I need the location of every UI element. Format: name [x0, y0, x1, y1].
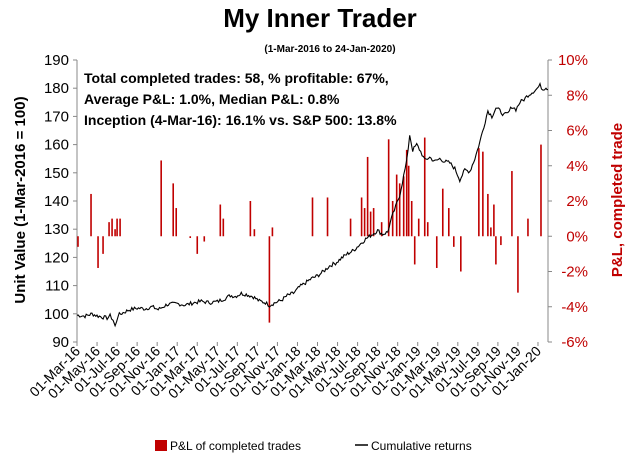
pnl-bar [398, 183, 401, 237]
pnl-bar [369, 211, 372, 237]
pnl-bar [271, 227, 274, 237]
pnl-bar [478, 148, 480, 237]
pnl-bar [253, 229, 256, 237]
legend-label-line: Cumulative returns [371, 439, 472, 453]
left-tick-label: 160 [44, 137, 69, 154]
right-tick-label: 10% [558, 52, 588, 69]
chart-title: My Inner Trader [223, 3, 417, 33]
pnl-bar [490, 227, 492, 237]
left-tick-label: 130 [44, 221, 69, 238]
pnl-bar [493, 204, 495, 237]
pnl-bar [90, 193, 92, 237]
pnl-bar [527, 218, 529, 237]
pnl-bar [111, 218, 113, 237]
left-tick-label: 150 [44, 165, 69, 182]
right-tick-label: -4% [561, 299, 588, 316]
pnl-bar [366, 156, 369, 237]
pnl-bar [203, 236, 206, 242]
pnl-bar [116, 218, 118, 237]
left-tick-label: 170 [44, 108, 69, 125]
pnl-bar [517, 236, 519, 293]
right-tick-label: 2% [566, 193, 588, 210]
chart-subtitle: (1-Mar-2016 to 24-Jan-2020) [264, 44, 395, 55]
pnl-bar [360, 197, 363, 237]
right-tick-label: 0% [566, 228, 588, 245]
stats-line-2: Average P&L: 1.0%, Median P&L: 0.8% [84, 91, 340, 107]
pnl-bar [482, 151, 484, 237]
legend-swatch-bar [155, 440, 167, 451]
pnl-bar [460, 236, 462, 272]
pnl-bar [108, 222, 110, 237]
pnl-bar [189, 236, 192, 239]
right-tick-label: 8% [566, 87, 588, 104]
pnl-bar [222, 218, 225, 237]
plot-area: 90 100 110 120 130 140 150 160 170 180 190 -6% -4% -2… [26, 52, 588, 401]
right-tick-label: 4% [566, 158, 588, 175]
pnl-bar [326, 197, 329, 237]
pnl-bar [511, 171, 513, 237]
pnl-bar [349, 218, 352, 237]
pnl-bar [413, 236, 416, 265]
pnl-bar [97, 236, 99, 268]
right-tick-label: -2% [561, 264, 588, 281]
pnl-bar [423, 137, 426, 237]
pnl-bar [495, 236, 497, 265]
right-axis-label: P&L, completed trade [609, 123, 626, 277]
pnl-bar [380, 222, 383, 237]
left-tick-label: 110 [45, 278, 69, 295]
right-tick-label: 6% [566, 123, 588, 140]
pnl-bar [372, 208, 375, 237]
pnl-bar [407, 165, 410, 237]
left-tick-label: 120 [44, 249, 69, 266]
left-tick-label: 140 [44, 193, 69, 210]
pnl-bar [441, 188, 444, 237]
pnl-bar [219, 204, 222, 237]
left-tick-label: 90 [52, 334, 69, 351]
pnl-bar [363, 208, 366, 237]
pnl-bar [249, 201, 252, 237]
legend-label-bar: P&L of completed trades [170, 439, 301, 453]
pnl-bar [540, 144, 542, 237]
legend: P&L of completed trades Cumulative retur… [155, 439, 472, 453]
pnl-bar [175, 208, 178, 237]
right-tick-label: -6% [561, 334, 588, 351]
pnl-bar [114, 229, 116, 237]
left-tick-label: 180 [44, 80, 69, 97]
pnl-bar [447, 208, 450, 237]
pnl-bar [487, 193, 489, 237]
pnl-bar [119, 218, 121, 237]
pnl-bar [402, 176, 405, 237]
pnl-bar [268, 236, 271, 323]
left-tick-label: 190 [44, 52, 69, 69]
pnl-bar [453, 236, 455, 247]
pnl-bar [391, 201, 394, 237]
pnl-bar [172, 183, 175, 237]
pnl-bar [405, 149, 408, 237]
pnl-bar [426, 222, 429, 237]
pnl-bar [102, 236, 104, 254]
pnl-bar [387, 139, 390, 237]
stats-line-1: Total completed trades: 58, % profitable… [84, 70, 389, 86]
pnl-bar [311, 197, 314, 237]
cumulative-returns-line [76, 81, 548, 328]
pnl-bar [395, 174, 398, 237]
pnl-bar [417, 218, 420, 237]
pnl-bar [160, 160, 162, 237]
pnl-bar [410, 201, 413, 237]
left-tick-label: 100 [44, 306, 69, 323]
pnl-bar [500, 236, 502, 246]
pnl-bar [196, 236, 199, 254]
pnl-bar [435, 236, 438, 268]
left-axis-label: Unit Value (1-Mar-2016 = 100) [12, 96, 29, 303]
stats-line-3: Inception (4-Mar-16): 16.1% vs. S&P 500:… [84, 112, 397, 128]
pnl-bar [77, 236, 79, 247]
